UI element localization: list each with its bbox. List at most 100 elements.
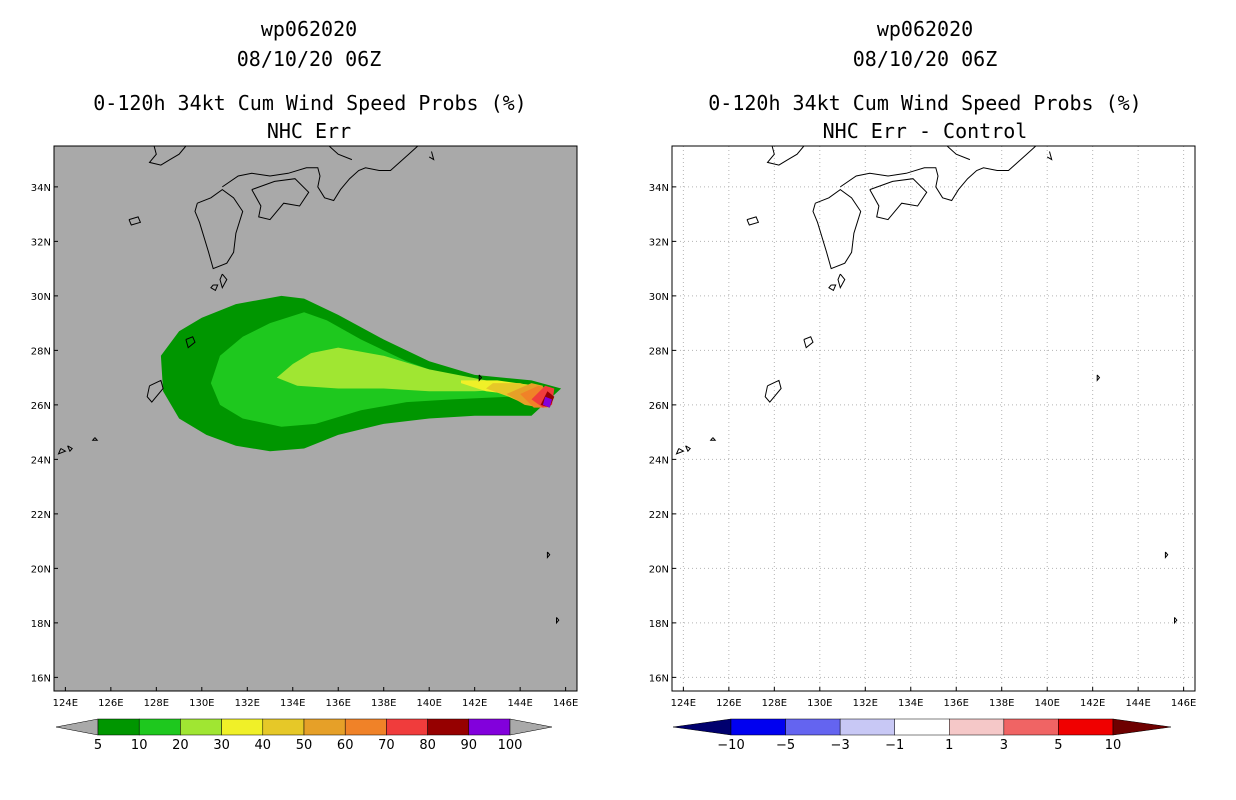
- left-title-datetime: 08/10/20 06Z: [236, 47, 382, 71]
- left-colorbar-segment: [468, 718, 511, 736]
- right-title-subtitle: NHC Err - Control: [822, 119, 1028, 143]
- right-x-tick-label: 132E: [853, 698, 878, 709]
- left-colorbar-label: 80: [419, 738, 436, 753]
- left-colorbar-segment: [344, 718, 387, 736]
- right-y-tick-label: 26N: [649, 401, 669, 412]
- right-x-tick-label: 142E: [1080, 698, 1105, 709]
- left-coastline: [67, 445, 73, 453]
- left-y-tick-label: 28N: [31, 346, 51, 357]
- right-coastline: [1046, 151, 1053, 161]
- left-colorbar-label: 50: [296, 738, 313, 753]
- left-x-tick-label: 142E: [462, 698, 487, 709]
- left-contour-90-100: [542, 396, 552, 408]
- left-colorbar-segment: [386, 718, 428, 736]
- right-coastline: [1096, 374, 1101, 382]
- right-y-tick-label: 24N: [649, 455, 669, 466]
- left-plot-content: [57, 146, 562, 625]
- right-colorbar-label: 10: [1105, 738, 1122, 753]
- right-colorbar-segment: [894, 718, 950, 736]
- left-colorbar-segment: [138, 718, 181, 736]
- left-colorbar-segment: [427, 718, 470, 736]
- right-coastline: [764, 379, 782, 403]
- left-y-tick-label: 16N: [31, 673, 51, 684]
- right-coastline: [766, 146, 805, 166]
- right-coastline: [746, 216, 760, 226]
- left-contour-20-30: [276, 347, 532, 392]
- left-y-tick-label: 18N: [31, 619, 51, 630]
- left-x-tick-label: 134E: [280, 698, 305, 709]
- left-coastline: [222, 146, 419, 202]
- right-y-tick-label: 22N: [649, 510, 669, 521]
- left-x-tick-label: 146E: [553, 698, 578, 709]
- right-coastline: [803, 336, 814, 349]
- right-coastline: [812, 188, 862, 270]
- right-y-tick-label: 20N: [649, 564, 669, 575]
- right-colorbar-label: 1: [945, 738, 953, 753]
- right-coastline: [869, 178, 928, 221]
- right-coastline: [675, 448, 685, 455]
- right-y-tick-label: 16N: [649, 673, 669, 684]
- right-x-tick-label: 140E: [1034, 698, 1059, 709]
- left-y-tick-label: 26N: [31, 401, 51, 412]
- right-x-tick-label: 138E: [989, 698, 1014, 709]
- left-y-tick-label: 34N: [31, 183, 51, 194]
- left-colorbar-segment: [262, 718, 305, 736]
- right-x-tick-label: 124E: [671, 698, 696, 709]
- right-colorbar-segment: [1058, 718, 1114, 736]
- left-colorbar-label: 90: [461, 738, 478, 753]
- left-colorbar-high-arrow: [509, 718, 553, 736]
- left-colorbar-segment: [221, 718, 264, 736]
- left-x-tick-label: 136E: [326, 698, 351, 709]
- right-colorbar-label: −10: [717, 738, 744, 753]
- right-colorbar-segment: [730, 718, 786, 736]
- right-coastline: [1164, 551, 1169, 559]
- left-coastline: [219, 273, 228, 290]
- left-coastline: [128, 216, 142, 226]
- left-coastline: [194, 188, 244, 270]
- right-colorbar-segment: [949, 718, 1005, 736]
- right-title-product: 0-120h 34kt Cum Wind Speed Probs (%): [708, 91, 1142, 115]
- right-x-tick-label: 128E: [762, 698, 787, 709]
- right-colorbar-label: −3: [831, 738, 850, 753]
- left-coastline: [148, 146, 187, 166]
- left-x-tick-label: 138E: [371, 698, 396, 709]
- right-colorbar-segment: [1003, 718, 1059, 736]
- left-x-tick-label: 124E: [53, 698, 78, 709]
- left-y-tick-label: 20N: [31, 564, 51, 575]
- right-colorbar-low-arrow: [672, 718, 732, 736]
- right-plot-content: [672, 146, 1195, 691]
- left-colorbar-segment: [303, 718, 346, 736]
- right-coastline: [709, 437, 717, 441]
- left-coastline: [478, 374, 483, 382]
- right-coastline: [1174, 617, 1178, 625]
- right-y-tick-label: 32N: [649, 237, 669, 248]
- right-title-storm-id: wp062020: [876, 17, 974, 41]
- left-colorbar-segment: [97, 718, 140, 736]
- left-colorbar-label: 10: [131, 738, 148, 753]
- right-coastline: [946, 146, 971, 161]
- right-colorbar-label: −1: [885, 738, 904, 753]
- right-title-datetime: 08/10/20 06Z: [852, 47, 998, 71]
- left-colorbar-label: 60: [337, 738, 354, 753]
- left-plot-frame: [53, 145, 578, 692]
- right-y-tick-label: 18N: [649, 619, 669, 630]
- left-colorbar-label: 30: [213, 738, 230, 753]
- left-coastline: [428, 151, 435, 161]
- right-plot-background: [672, 146, 1195, 691]
- left-coastline: [546, 551, 551, 559]
- right-y-tick-label: 30N: [649, 292, 669, 303]
- right-coastline: [828, 284, 837, 292]
- left-title-storm-id: wp062020: [260, 17, 358, 41]
- left-coastline: [146, 379, 164, 403]
- left-coastline: [556, 617, 560, 625]
- left-colorbar-segment: [180, 718, 222, 736]
- right-colorbar-label: −5: [776, 738, 795, 753]
- left-x-tick-label: 140E: [416, 698, 441, 709]
- left-coastline: [91, 437, 99, 441]
- left-y-tick-label: 22N: [31, 510, 51, 521]
- left-y-tick-label: 32N: [31, 237, 51, 248]
- left-y-tick-label: 24N: [31, 455, 51, 466]
- left-colorbar-label: 70: [378, 738, 395, 753]
- left-colorbar-label: 5: [94, 738, 102, 753]
